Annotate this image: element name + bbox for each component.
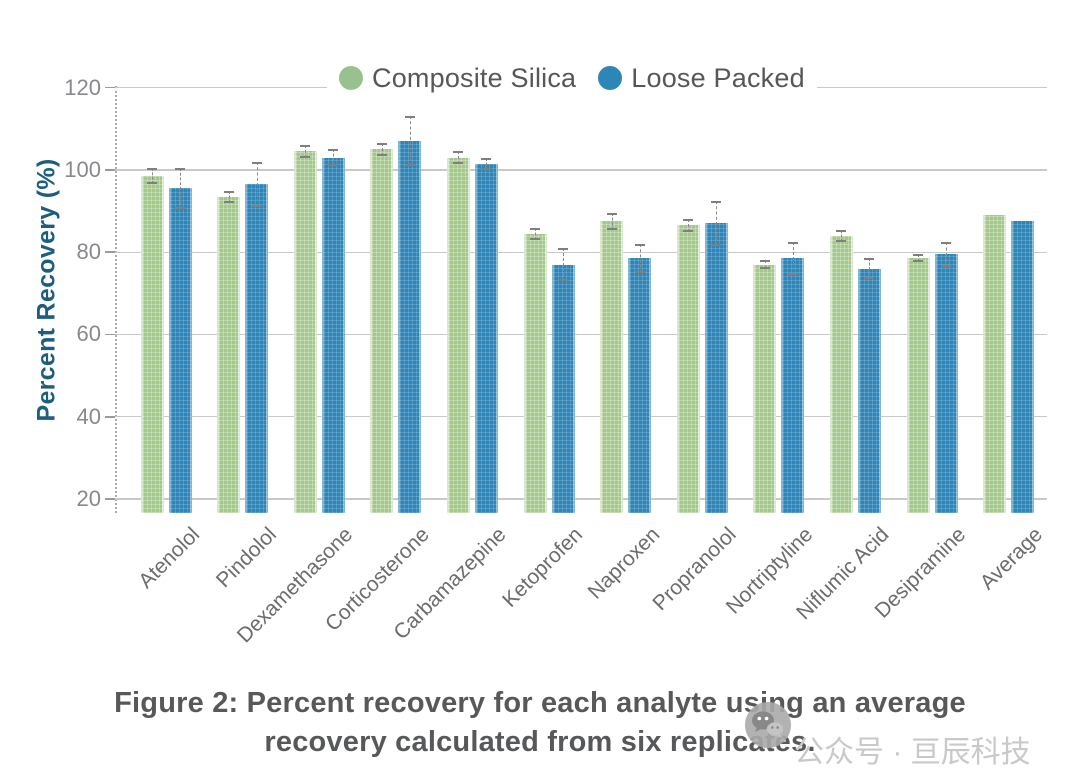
error-bar-composite-silica-carbamazepine (453, 151, 464, 164)
x-axis-label-average: Average (975, 523, 1047, 595)
y-axis-line (115, 86, 117, 513)
bar-loose-packed-propranolol (704, 223, 728, 513)
error-bar-loose-packed-dexamethasone (328, 149, 339, 166)
error-bar-composite-silica-corticosterone (376, 143, 387, 156)
bar-loose-packed-dexamethasone (321, 157, 345, 513)
x-axis-label-pindolol: Pindolol (211, 523, 281, 593)
error-bar-loose-packed-desipramine (941, 241, 951, 267)
bar-composite-silica-desipramine (906, 258, 930, 513)
y-tick-label-80: 80 (76, 239, 101, 265)
gridline-80 (115, 251, 1047, 253)
error-bar-composite-silica-dexamethasone (300, 145, 311, 158)
x-axis-label-ketoprofen: Ketoprofen (498, 523, 588, 612)
legend-dot-loose-packed (598, 66, 623, 90)
y-axis-title: Percent Recovery (%) (32, 158, 61, 422)
bar-composite-silica-carbamazepine (446, 157, 470, 513)
figure-caption: Figure 2: Percent recovery for each anal… (0, 684, 1080, 762)
legend-label: Composite Silica (372, 62, 577, 93)
bar-loose-packed-niflumic-acid (857, 268, 881, 513)
bar-loose-packed-ketoprofen (551, 264, 575, 513)
legend-dot-composite-silica (339, 66, 363, 90)
bar-composite-silica-pindolol (217, 196, 241, 513)
error-bar-loose-packed-nortriptyline (787, 241, 798, 275)
bar-composite-silica-atenolol (140, 176, 164, 513)
gridline-100 (115, 169, 1047, 171)
legend-item-composite-silica: Composite Silica (339, 63, 576, 94)
bar-loose-packed-pindolol (245, 184, 269, 513)
error-bar-composite-silica-desipramine (913, 254, 923, 263)
y-tick-mark-40 (105, 415, 115, 418)
y-tick-mark-120 (105, 86, 115, 89)
error-bar-loose-packed-atenolol (175, 167, 185, 209)
bar-loose-packed-atenolol (168, 188, 192, 513)
y-tick-label-40: 40 (76, 403, 101, 429)
bar-loose-packed-average (1011, 221, 1035, 513)
error-bar-loose-packed-corticosterone (404, 116, 415, 166)
error-bar-loose-packed-niflumic-acid (864, 258, 875, 279)
error-bar-composite-silica-pindolol (223, 190, 234, 203)
error-bar-composite-silica-ketoprofen (530, 227, 540, 240)
caption-line-2: recovery calculated from six replicates. (264, 726, 816, 758)
error-bar-composite-silica-nortriptyline (759, 260, 770, 269)
wechat-icon (745, 702, 791, 748)
error-bar-loose-packed-carbamazepine (481, 157, 492, 170)
y-tick-mark-60 (105, 333, 115, 336)
bar-composite-silica-dexamethasone (293, 151, 317, 513)
bar-loose-packed-naproxen (628, 258, 652, 513)
gridline-20 (115, 498, 1047, 500)
bar-composite-silica-naproxen (600, 221, 624, 513)
y-tick-mark-20 (105, 498, 115, 500)
bar-loose-packed-carbamazepine (474, 163, 498, 513)
bar-composite-silica-nortriptyline (753, 264, 777, 513)
y-tick-label-120: 120 (64, 74, 101, 100)
y-tick-label-60: 60 (76, 321, 101, 347)
bar-loose-packed-desipramine (934, 254, 958, 513)
bar-composite-silica-average (983, 215, 1007, 513)
error-bar-loose-packed-propranolol (711, 200, 722, 247)
error-bar-composite-silica-niflumic-acid (836, 229, 847, 242)
error-bar-loose-packed-ketoprofen (558, 248, 568, 281)
error-bar-loose-packed-naproxen (634, 243, 645, 273)
y-tick-mark-80 (105, 251, 115, 253)
x-axis-label-atenolol: Atenolol (134, 523, 205, 593)
legend-label: Loose Packed (631, 62, 805, 93)
error-bar-composite-silica-atenolol (147, 167, 157, 185)
bar-composite-silica-corticosterone (370, 149, 394, 513)
x-axis-label-naproxen: Naproxen (583, 523, 664, 604)
bar-composite-silica-propranolol (676, 225, 700, 513)
error-bar-composite-silica-propranolol (683, 219, 694, 232)
x-axis-labels: Atenolol Pindolol Dexamethasone Corticoster… (115, 513, 1047, 673)
y-tick-label-100: 100 (64, 156, 101, 182)
bar-composite-silica-ketoprofen (523, 233, 547, 513)
plot-area: 20 40 60 80 100 120 Atenolol Pindolol Dexametha… (64, 75, 1047, 647)
chart-legend: Composite Silica Loose Packed (327, 56, 817, 100)
gridline-40 (115, 416, 1047, 418)
y-tick-label-20: 20 (76, 486, 101, 512)
caption-line-1: Figure 2: Percent recovery for each anal… (114, 687, 966, 719)
error-bar-composite-silica-naproxen (606, 213, 617, 230)
bar-composite-silica-niflumic-acid (829, 235, 853, 513)
bar-loose-packed-corticosterone (398, 141, 422, 513)
error-bar-loose-packed-pindolol (251, 161, 262, 207)
watermark-text: 公众号 · 亘辰科技 (794, 736, 1031, 769)
gridline-60 (115, 333, 1047, 336)
legend-item-loose-packed: Loose Packed (598, 63, 805, 94)
bar-loose-packed-nortriptyline (781, 258, 805, 513)
y-tick-mark-100 (105, 169, 115, 171)
